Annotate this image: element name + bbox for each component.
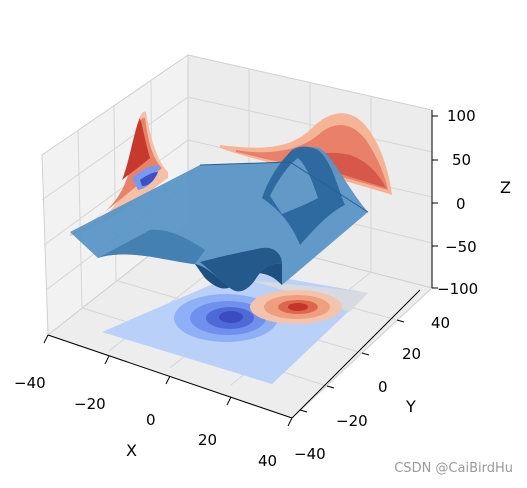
y-tick-label: 0 — [378, 378, 388, 396]
wall-contour-x — [70, 111, 168, 236]
z-tick-label: −100 — [437, 280, 478, 298]
surface-trough-interior — [200, 247, 282, 292]
surface-edge — [199, 161, 369, 213]
wall-contour-x-warm-dark — [122, 118, 150, 180]
watermark: CSDN @CaiBirdHu — [394, 461, 513, 476]
surface — [70, 146, 369, 292]
floor-contour — [102, 271, 368, 384]
surface-trough — [195, 263, 282, 292]
x-tick-label: 0 — [146, 411, 156, 429]
x-axis-label: X — [126, 441, 137, 460]
z-axis-label: Z — [500, 178, 511, 197]
x-tick-label: 20 — [198, 431, 217, 449]
floor-contour-warm-4 — [288, 303, 308, 311]
x-tick-label: −20 — [74, 395, 106, 413]
z-tick-label: 50 — [452, 151, 471, 169]
y-tick-label: 40 — [431, 314, 450, 332]
z-tick-label: −50 — [445, 238, 477, 256]
y-axis-label: Y — [405, 397, 416, 416]
wall-contour-x-cool-dark — [140, 172, 158, 186]
y-tick-label: −20 — [336, 412, 368, 430]
x-tick-label: −40 — [14, 374, 46, 392]
x-tick-label: 40 — [258, 452, 277, 470]
surface-shade-left — [98, 229, 205, 264]
floor-contour-cool-4 — [219, 311, 243, 323]
y-tick-label: −40 — [294, 445, 326, 463]
tick-marks — [43, 115, 438, 427]
y-tick-label: 20 — [402, 345, 421, 363]
z-tick-label: 100 — [447, 107, 476, 125]
z-tick-label: 0 — [456, 195, 466, 213]
